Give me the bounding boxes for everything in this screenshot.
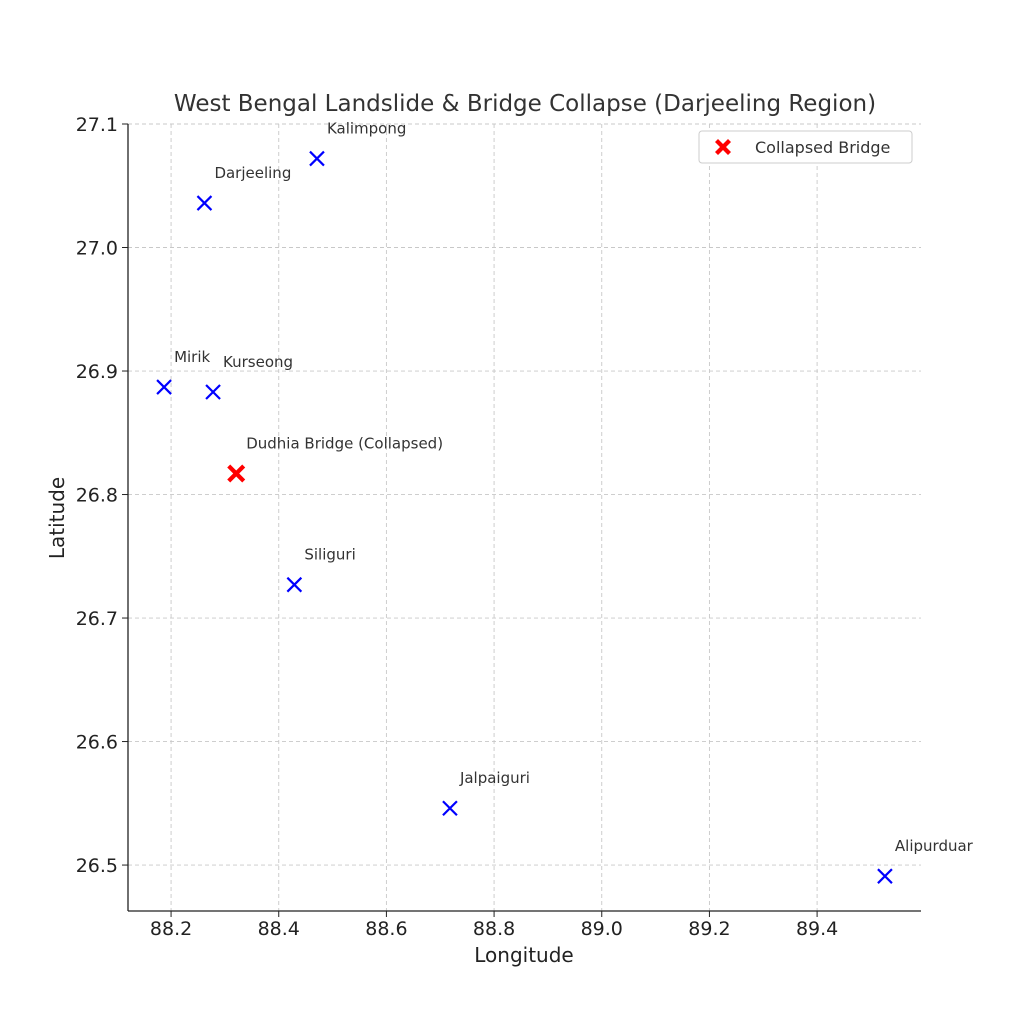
point-label: Dudhia Bridge (Collapsed) (246, 435, 443, 453)
x-tick-label: 88.4 (258, 918, 300, 940)
y-tick-label: 26.8 (76, 485, 118, 507)
y-tick-label: 26.7 (76, 608, 118, 630)
legend-bridge-marker (715, 139, 731, 155)
bridge-point: Dudhia Bridge (Collapsed) (227, 435, 443, 483)
town-marker (196, 195, 213, 211)
bridge-marker (227, 464, 246, 483)
point-label: Siliguri (304, 546, 355, 564)
x-tick-label: 88.6 (365, 918, 407, 940)
legend-label: Collapsed Bridge (755, 138, 890, 157)
x-tick-label: 89.4 (796, 918, 838, 940)
point-label: Jalpaiguri (459, 769, 530, 787)
town-point: Kalimpong (309, 120, 406, 167)
y-tick-label: 27.0 (76, 238, 118, 260)
town-point: Mirik (156, 348, 211, 395)
y-axis-label: Latitude (45, 477, 69, 559)
town-marker (286, 576, 303, 593)
x-tick-label: 89.0 (581, 918, 623, 940)
x-tick-label: 89.2 (688, 918, 730, 940)
town-point: Kurseong (205, 353, 293, 400)
town-marker (156, 379, 172, 395)
town-point: Darjeeling (196, 164, 291, 211)
x-tick-label: 88.8 (473, 918, 515, 940)
town-point: Alipurduar (877, 837, 974, 884)
town-point: Siliguri (286, 546, 356, 593)
town-marker (205, 384, 221, 400)
legend: Collapsed Bridge (698, 130, 913, 164)
point-label: Mirik (174, 348, 210, 366)
y-tick-label: 26.6 (76, 732, 118, 754)
x-tick-label: 88.2 (150, 918, 192, 940)
point-label: Kalimpong (327, 120, 406, 138)
y-tick-label: 27.1 (76, 114, 118, 136)
town-marker (442, 800, 458, 817)
town-marker (877, 868, 893, 884)
point-label: Alipurduar (895, 837, 974, 855)
point-label: Darjeeling (214, 164, 291, 182)
x-axis-label: Longitude (474, 943, 573, 967)
chart-title: West Bengal Landslide & Bridge Collapse … (174, 91, 876, 117)
point-label: Kurseong (223, 353, 293, 371)
y-tick-label: 26.5 (76, 855, 118, 877)
town-point: Jalpaiguri (442, 769, 530, 817)
town-marker (309, 150, 325, 167)
y-tick-label: 26.9 (76, 361, 118, 383)
